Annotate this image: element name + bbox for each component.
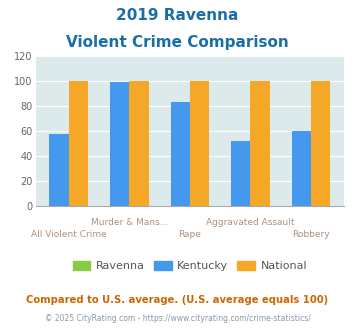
- Bar: [69, 81, 88, 206]
- Bar: [170, 102, 190, 206]
- Bar: [190, 81, 209, 206]
- Bar: [231, 141, 251, 206]
- Bar: [251, 81, 270, 206]
- Text: 2019 Ravenna: 2019 Ravenna: [116, 8, 239, 23]
- Text: Murder & Mans...: Murder & Mans...: [91, 218, 168, 227]
- Text: Violent Crime Comparison: Violent Crime Comparison: [66, 35, 289, 50]
- Bar: [292, 131, 311, 206]
- Bar: [311, 81, 331, 206]
- Bar: [110, 82, 129, 206]
- Bar: [129, 81, 149, 206]
- Legend: Ravenna, Kentucky, National: Ravenna, Kentucky, National: [68, 256, 312, 276]
- Text: © 2025 CityRating.com - https://www.cityrating.com/crime-statistics/: © 2025 CityRating.com - https://www.city…: [45, 314, 310, 323]
- Text: Robbery: Robbery: [292, 230, 330, 239]
- Bar: [49, 134, 69, 206]
- Text: All Violent Crime: All Violent Crime: [31, 230, 107, 239]
- Text: Rape: Rape: [179, 230, 201, 239]
- Text: Compared to U.S. average. (U.S. average equals 100): Compared to U.S. average. (U.S. average …: [26, 295, 329, 305]
- Text: Aggravated Assault: Aggravated Assault: [206, 218, 295, 227]
